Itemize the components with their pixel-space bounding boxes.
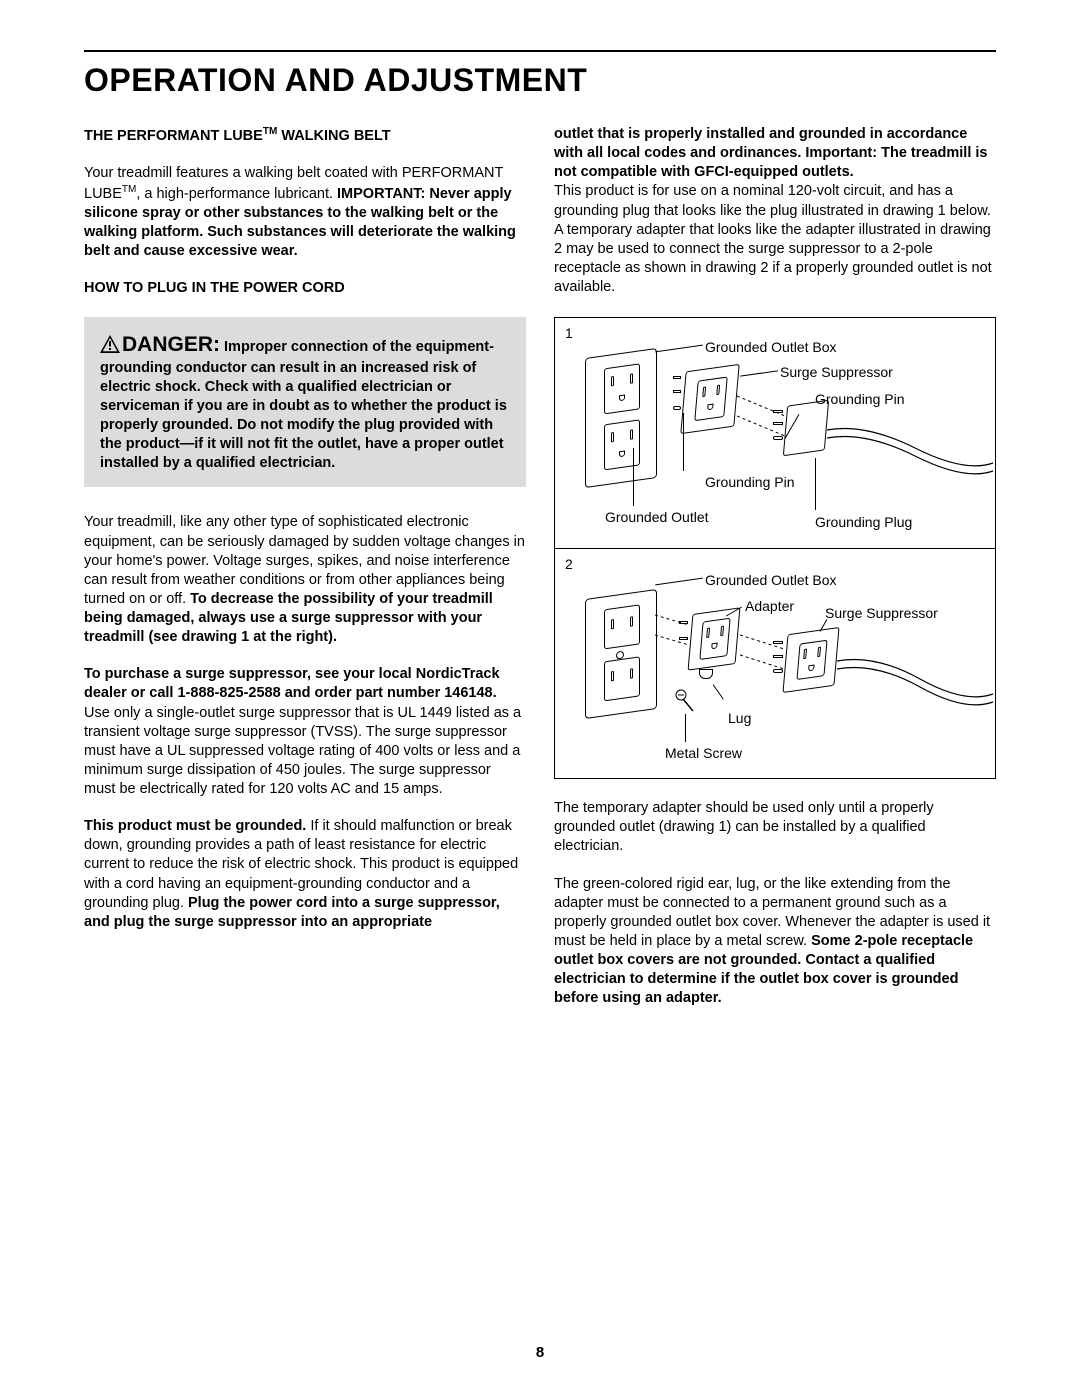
metal-screw-icon [673, 689, 697, 713]
label-adapter: Adapter [745, 597, 794, 615]
right-column: outlet that is properly installed and gr… [554, 125, 996, 1026]
circuit-paragraph: This product is for use on a nominal 120… [554, 182, 996, 297]
adapter-ground-paragraph: The green-colored rigid ear, lug, or the… [554, 875, 996, 1009]
surge-purchase-paragraph: To purchase a surge suppressor, see your… [84, 665, 526, 799]
label-grounded-outlet: Grounded Outlet [605, 508, 709, 526]
power-cord-heading: HOW TO PLUG IN THE POWER CORD [84, 279, 526, 298]
label-lug: Lug [728, 709, 751, 727]
page-number: 8 [0, 1344, 1080, 1361]
tm-mark: TM [263, 126, 277, 137]
tm-mark-2: TM [122, 184, 136, 195]
power-cord-1 [825, 418, 995, 498]
outlet-plate-2 [585, 589, 657, 719]
belt-heading-tail: WALKING BELT [277, 128, 390, 144]
danger-box: DANGER: Improper connection of the equip… [84, 317, 526, 488]
diagram-box: 1 [554, 317, 996, 779]
label-grounding-pin-1a: Grounding Pin [815, 390, 905, 408]
page-title: OPERATION AND ADJUSTMENT [84, 62, 996, 99]
drawing-number-1: 1 [565, 324, 573, 342]
surge-p3-bold: To purchase a surge suppressor, see your… [84, 666, 500, 701]
grounding-bold1: This product must be grounded. [84, 818, 306, 834]
surge-suppressor-1 [680, 364, 739, 434]
label-metal-screw: Metal Screw [665, 744, 742, 762]
left-column: THE PERFORMANT LUBETM WALKING BELT Your … [84, 125, 526, 1026]
label-grounding-plug: Grounding Plug [815, 513, 912, 531]
outlet-paragraph: outlet that is properly installed and gr… [554, 125, 996, 182]
circuit-text: This product is for use on a nominal 120… [554, 183, 992, 295]
surge-intro-paragraph: Your treadmill, like any other type of s… [84, 513, 526, 647]
label-grounded-outlet-box-2: Grounded Outlet Box [705, 571, 837, 589]
belt-heading: THE PERFORMANT LUBETM WALKING BELT [84, 125, 526, 146]
belt-p1b: , a high-performance lubricant. [136, 186, 337, 202]
manual-page: OPERATION AND ADJUSTMENT THE PERFORMANT … [0, 0, 1080, 1397]
belt-heading-text: THE PERFORMANT LUBE [84, 128, 263, 144]
drawing-2: 2 [555, 548, 995, 778]
danger-text: Improper connection of the equipment-gro… [100, 339, 507, 472]
two-column-layout: THE PERFORMANT LUBETM WALKING BELT Your … [84, 125, 996, 1026]
label-surge-suppressor-1: Surge Suppressor [780, 363, 893, 381]
drawing-number-2: 2 [565, 555, 573, 573]
outlet-plate-1 [585, 348, 657, 488]
top-rule [84, 50, 996, 52]
label-grounding-pin-1b: Grounding Pin [705, 473, 795, 491]
danger-word: DANGER: [122, 333, 220, 356]
surge-suppressor-2 [782, 627, 839, 693]
temp-adapter-paragraph: The temporary adapter should be used onl… [554, 799, 996, 856]
label-grounded-outlet-box-1: Grounded Outlet Box [705, 338, 837, 356]
belt-paragraph: Your treadmill features a walking belt c… [84, 164, 526, 261]
label-surge-suppressor-2: Surge Suppressor [825, 604, 938, 622]
outlet-bold: outlet that is properly installed and gr… [554, 126, 987, 180]
warning-triangle-icon [100, 335, 120, 359]
grounding-paragraph: This product must be grounded. If it sho… [84, 817, 526, 932]
power-cord-2 [835, 649, 995, 729]
adapter [688, 607, 741, 670]
surge-p3a: Use only a single-outlet surge suppresso… [84, 705, 521, 798]
drawing-1: 1 [555, 318, 995, 548]
